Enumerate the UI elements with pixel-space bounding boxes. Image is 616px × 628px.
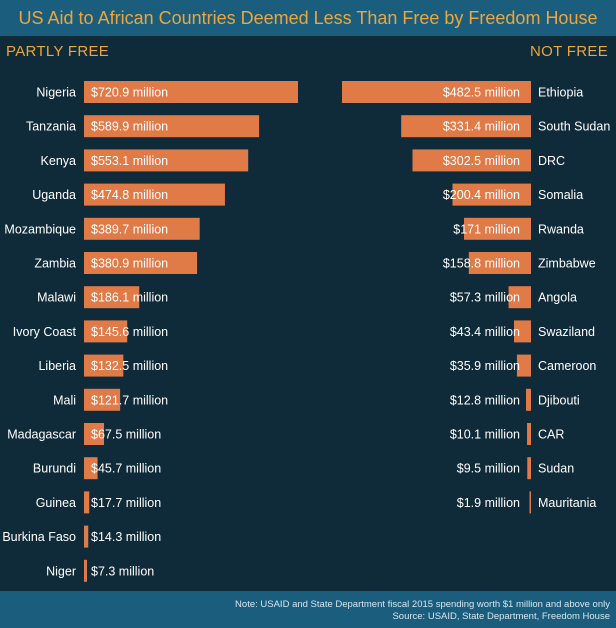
category-label-zimbabwe: Zimbabwe xyxy=(538,257,596,271)
category-label-nigeria: Nigeria xyxy=(36,86,76,100)
value-label-burundi: $45.7 million xyxy=(91,462,161,476)
value-label-nigeria: $720.9 million xyxy=(91,86,168,100)
value-label-mozambique: $389.7 million xyxy=(91,222,168,236)
value-label-guinea: $17.7 million xyxy=(91,496,161,510)
bar-not-free-sudan xyxy=(527,457,531,480)
bar-partly-free-kenya xyxy=(84,149,249,172)
category-label-burundi: Burundi xyxy=(33,462,76,476)
bar-not-free-cameroon xyxy=(516,354,531,377)
bar-partly-free-malawi xyxy=(84,286,140,309)
bar-not-free-car xyxy=(527,423,531,445)
bar-not-free-drc xyxy=(412,149,531,172)
category-label-car: CAR xyxy=(538,428,564,442)
value-label-angola: $57.3 million xyxy=(450,291,520,305)
value-label-djibouti: $12.8 million xyxy=(450,393,520,407)
category-label-rwanda: Rwanda xyxy=(538,222,584,236)
value-label-mauritania: $1.9 million xyxy=(457,496,520,510)
value-label-kenya: $553.1 million xyxy=(91,154,168,168)
bar-partly-free-mozambique xyxy=(84,217,200,240)
bar-partly-free-niger xyxy=(84,559,87,582)
category-label-guinea: Guinea xyxy=(36,496,76,510)
bar-not-free-swaziland xyxy=(513,320,531,343)
value-label-south-sudan: $331.4 million xyxy=(443,120,520,134)
value-label-car: $10.1 million xyxy=(450,428,520,442)
category-label-cameroon: Cameroon xyxy=(538,359,596,373)
value-label-cameroon: $35.9 million xyxy=(450,359,520,373)
category-label-mauritania: Mauritania xyxy=(538,496,596,510)
footer-note: Note: USAID and State Department fiscal … xyxy=(235,599,610,610)
bar-partly-free-liberia xyxy=(84,354,124,377)
category-label-mali: Mali xyxy=(53,393,76,407)
category-label-sudan: Sudan xyxy=(538,462,574,476)
chart-title: US Aid to African Countries Deemed Less … xyxy=(0,0,616,36)
bar-partly-free-zambia xyxy=(84,252,198,274)
category-label-malawi: Malawi xyxy=(37,291,76,305)
value-label-ethiopia: $482.5 million xyxy=(443,86,520,100)
not-free-heading: NOT FREE xyxy=(530,43,608,60)
category-label-tanzania: Tanzania xyxy=(26,120,76,134)
bar-not-free-djibouti xyxy=(525,388,531,411)
category-label-drc: DRC xyxy=(538,154,565,168)
value-label-swaziland: $43.4 million xyxy=(450,325,520,339)
bar-partly-free-burkina-faso xyxy=(84,525,89,548)
bar-partly-free-burundi xyxy=(84,457,98,480)
bar-partly-free-mali xyxy=(84,388,121,411)
category-label-burkina-faso: Burkina Faso xyxy=(2,530,76,544)
bar-not-free-ethiopia xyxy=(342,81,531,103)
bar-partly-free-tanzania xyxy=(84,115,260,138)
category-label-ethiopia: Ethiopia xyxy=(538,86,583,100)
value-label-uganda: $474.8 million xyxy=(91,188,168,202)
value-label-rwanda: $171 million xyxy=(453,222,520,236)
value-label-madagascar: $67.5 million xyxy=(91,428,161,442)
category-label-mozambique: Mozambique xyxy=(4,222,76,236)
category-label-somalia: Somalia xyxy=(538,188,583,202)
bar-not-free-rwanda xyxy=(464,217,531,240)
category-label-niger: Niger xyxy=(46,564,76,578)
bar-not-free-zimbabwe xyxy=(468,252,531,274)
bar-partly-free-ivory-coast xyxy=(84,320,128,343)
bar-partly-free-guinea xyxy=(84,491,90,514)
bar-partly-free-uganda xyxy=(84,183,225,206)
value-label-tanzania: $589.9 million xyxy=(91,120,168,134)
category-label-kenya: Kenya xyxy=(41,154,76,168)
category-label-swaziland: Swaziland xyxy=(538,325,595,339)
category-label-ivory-coast: Ivory Coast xyxy=(13,325,77,339)
partly-free-heading: PARTLY FREE xyxy=(6,43,110,60)
category-label-djibouti: Djibouti xyxy=(538,393,580,407)
category-label-angola: Angola xyxy=(538,291,577,305)
value-label-somalia: $200.4 million xyxy=(443,188,520,202)
category-label-uganda: Uganda xyxy=(32,188,76,202)
aid-bar-chart: Nigeria $720.9 million Tanzania $589.9 mill… xyxy=(2,81,610,582)
bar-partly-free-nigeria xyxy=(84,81,298,103)
bar-partly-free-madagascar xyxy=(84,423,105,445)
value-label-zimbabwe: $158.8 million xyxy=(443,257,520,271)
bar-not-free-south-sudan xyxy=(401,115,531,138)
value-label-liberia: $132.5 million xyxy=(91,359,168,373)
bar-not-free-angola xyxy=(508,286,531,309)
category-label-south-sudan: South Sudan xyxy=(538,120,610,134)
value-label-burkina-faso: $14.3 million xyxy=(91,530,161,544)
value-label-sudan: $9.5 million xyxy=(457,462,520,476)
footer: Note: USAID and State Department fiscal … xyxy=(0,591,616,628)
value-label-zambia: $380.9 million xyxy=(91,257,168,271)
bar-not-free-mauritania xyxy=(529,491,531,514)
value-label-drc: $302.5 million xyxy=(443,154,520,168)
value-label-malawi: $186.1 million xyxy=(91,291,168,305)
value-label-ivory-coast: $145.6 million xyxy=(91,325,168,339)
category-label-madagascar: Madagascar xyxy=(7,428,76,442)
category-label-zambia: Zambia xyxy=(34,257,76,271)
value-label-niger: $7.3 million xyxy=(91,564,154,578)
bar-not-free-somalia xyxy=(452,183,531,206)
value-label-mali: $121.7 million xyxy=(91,393,168,407)
footer-source: Source: USAID, State Department, Freedom… xyxy=(392,611,610,622)
category-label-liberia: Liberia xyxy=(38,359,76,373)
